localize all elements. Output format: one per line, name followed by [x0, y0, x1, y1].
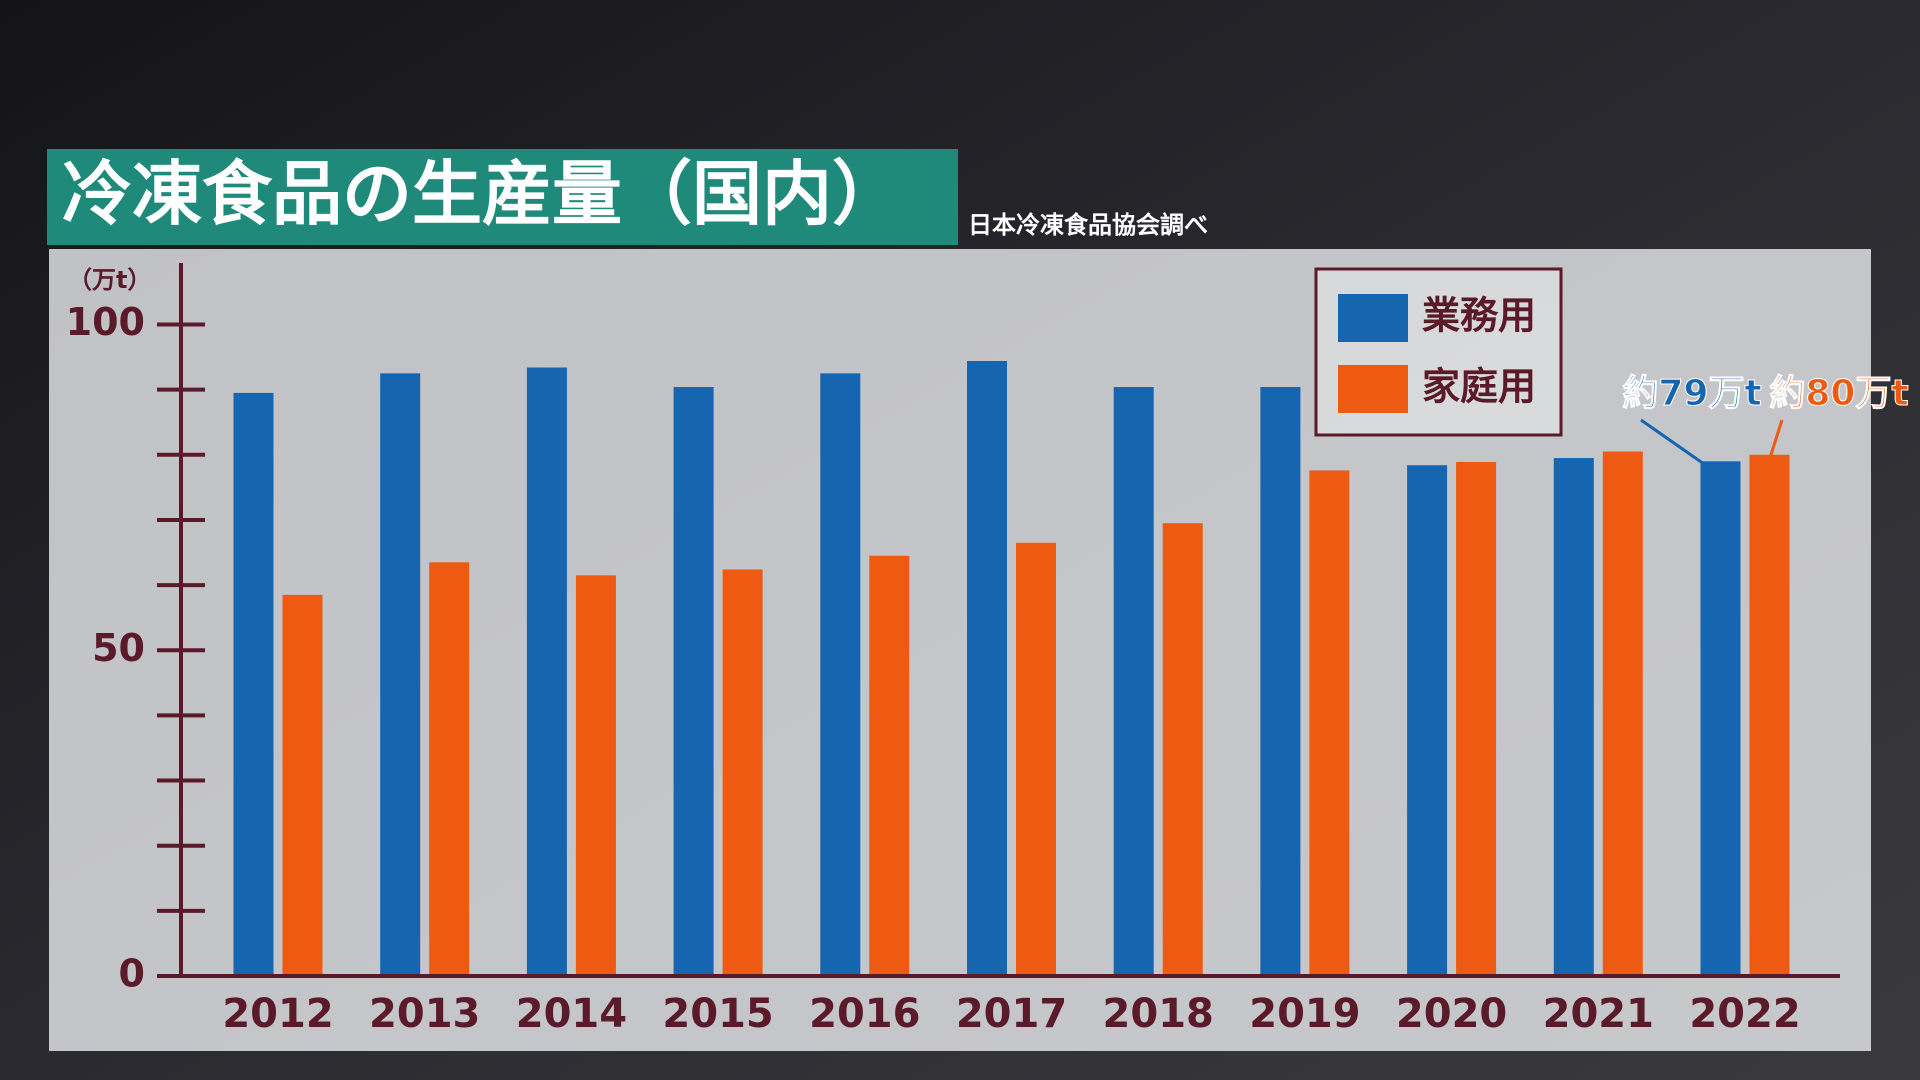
bar — [1749, 454, 1790, 976]
bar — [1407, 465, 1448, 976]
y-tick-label: 50 — [92, 626, 145, 670]
bar — [429, 562, 470, 976]
bar — [575, 575, 616, 976]
y-unit: （万t） — [68, 266, 151, 294]
bar — [1162, 523, 1203, 976]
x-tick-label: 2022 — [1689, 991, 1800, 1037]
annotation-leader — [1761, 419, 1784, 481]
bar — [1602, 451, 1643, 977]
x-tick-label: 2012 — [222, 991, 333, 1037]
title-box — [47, 149, 958, 245]
source: 日本冷凍食品協会調べ — [968, 211, 1208, 239]
legend-swatch — [1338, 365, 1408, 413]
bar — [1260, 387, 1301, 976]
bar — [820, 373, 861, 976]
bar — [869, 555, 910, 976]
bar — [1113, 387, 1154, 976]
bar — [1309, 470, 1350, 976]
annotation: 約79万t — [1622, 373, 1761, 414]
y-tick-label: 0 — [119, 952, 145, 996]
bar — [1553, 458, 1594, 976]
bar — [1016, 542, 1056, 976]
legend-swatch — [1338, 294, 1408, 342]
x-tick-label: 2019 — [1249, 991, 1360, 1037]
x-tick-label: 2016 — [809, 991, 920, 1037]
x-tick-label: 2017 — [956, 991, 1067, 1037]
bar — [282, 594, 323, 976]
chart-title: 冷凍食品の生産量（国内） — [62, 153, 902, 235]
y-tick-label: 100 — [66, 300, 145, 344]
x-tick-label: 2021 — [1543, 991, 1654, 1037]
legend-label: 家庭用 — [1422, 365, 1536, 409]
bar — [233, 392, 274, 977]
bar — [1456, 461, 1497, 976]
annotation: 約80万t — [1769, 373, 1908, 414]
x-tick-label: 2015 — [662, 991, 773, 1037]
bar — [526, 367, 567, 976]
bar — [380, 373, 421, 976]
x-tick-label: 2020 — [1396, 991, 1507, 1037]
legend-label: 業務用 — [1422, 294, 1536, 338]
bar — [967, 360, 1007, 976]
x-tick-label: 2014 — [516, 991, 627, 1037]
annotation-leader — [1640, 418, 1715, 473]
x-tick-label: 2018 — [1103, 991, 1214, 1037]
bar — [673, 387, 714, 976]
bar — [1700, 461, 1741, 976]
bar — [722, 569, 763, 976]
x-tick-label: 2013 — [369, 991, 480, 1037]
